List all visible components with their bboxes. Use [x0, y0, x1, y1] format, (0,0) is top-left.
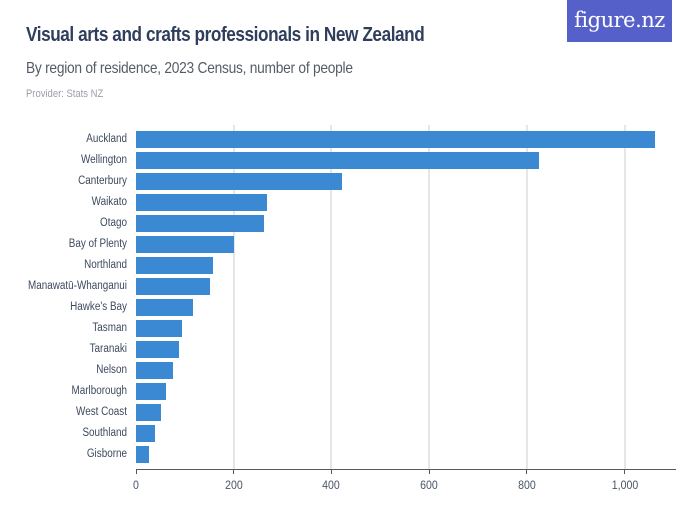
- bar[interactable]: [136, 320, 183, 337]
- category-label: West Coast: [76, 406, 127, 418]
- category-label: Marlborough: [71, 385, 127, 397]
- bar-row: Northland: [0, 257, 700, 274]
- category-label: Canterbury: [78, 175, 127, 187]
- bar-row: Auckland: [0, 131, 700, 148]
- x-axis-tick-label: 400: [322, 478, 341, 492]
- category-label: Auckland: [86, 133, 127, 145]
- gridline: [525, 125, 528, 469]
- bar-row: Canterbury: [0, 173, 700, 190]
- bar[interactable]: [136, 257, 214, 274]
- bar[interactable]: [136, 383, 166, 400]
- bar-row: Hawke's Bay: [0, 299, 700, 316]
- chart-title: Visual arts and crafts professionals in …: [26, 24, 425, 46]
- bar[interactable]: [136, 425, 156, 442]
- gridline: [232, 125, 235, 469]
- provider-label: Provider: Stats NZ: [26, 88, 104, 100]
- bar[interactable]: [136, 341, 179, 358]
- category-label: Hawke's Bay: [70, 301, 127, 313]
- gridline: [623, 125, 626, 469]
- bar-row: Gisborne: [0, 446, 700, 463]
- bar[interactable]: [136, 215, 264, 232]
- x-axis-tick-label: 600: [420, 478, 439, 492]
- x-axis-tick-label: 1,000: [611, 478, 638, 492]
- x-axis-tick: [526, 469, 528, 474]
- category-label: Taranaki: [89, 343, 127, 355]
- category-label: Gisborne: [86, 448, 127, 460]
- x-axis-tick-label: 800: [518, 478, 536, 492]
- bar-row: Marlborough: [0, 383, 700, 400]
- category-label: Waikato: [91, 196, 127, 208]
- x-axis-tick: [233, 469, 235, 474]
- category-label: Southland: [82, 427, 127, 439]
- bar[interactable]: [136, 404, 161, 421]
- bar-row: Tasman: [0, 320, 700, 337]
- bar-row: Manawatū-Whanganui: [0, 278, 700, 295]
- gridline: [428, 125, 431, 469]
- bar[interactable]: [136, 236, 234, 253]
- category-label: Tasman: [92, 322, 127, 334]
- bar-row: Bay of Plenty: [0, 236, 700, 253]
- category-label: Nelson: [96, 364, 127, 376]
- bar-row: Waikato: [0, 194, 700, 211]
- bar[interactable]: [136, 152, 540, 169]
- category-label: Manawatū-Whanganui: [28, 280, 128, 292]
- x-axis-tick: [624, 469, 626, 474]
- bar-row: Otago: [0, 215, 700, 232]
- gridline: [330, 125, 333, 469]
- bar-row: Nelson: [0, 362, 700, 379]
- x-axis-tick: [330, 469, 332, 474]
- bar-row: Wellington: [0, 152, 700, 169]
- category-label: Northland: [84, 259, 127, 271]
- figure-nz-logo[interactable]: figure.nz: [567, 0, 672, 42]
- bar[interactable]: [136, 362, 173, 379]
- category-label: Otago: [100, 217, 127, 229]
- category-label: Bay of Plenty: [68, 238, 127, 250]
- bar[interactable]: [136, 173, 343, 190]
- bar[interactable]: [136, 299, 193, 316]
- bar-row: Taranaki: [0, 341, 700, 358]
- bar[interactable]: [136, 194, 268, 211]
- bar[interactable]: [136, 278, 211, 295]
- bar[interactable]: [136, 131, 656, 148]
- category-label: Wellington: [80, 154, 127, 166]
- chart-subtitle: By region of residence, 2023 Census, num…: [26, 60, 353, 77]
- x-axis-line: [136, 469, 676, 470]
- x-axis-tick: [428, 469, 430, 474]
- x-axis-tick-label: 200: [224, 478, 243, 492]
- x-axis-tick: [135, 469, 137, 474]
- bar-row: Southland: [0, 425, 700, 442]
- bar-row: West Coast: [0, 404, 700, 421]
- x-axis-tick-label: 0: [133, 478, 139, 492]
- bar[interactable]: [136, 446, 150, 463]
